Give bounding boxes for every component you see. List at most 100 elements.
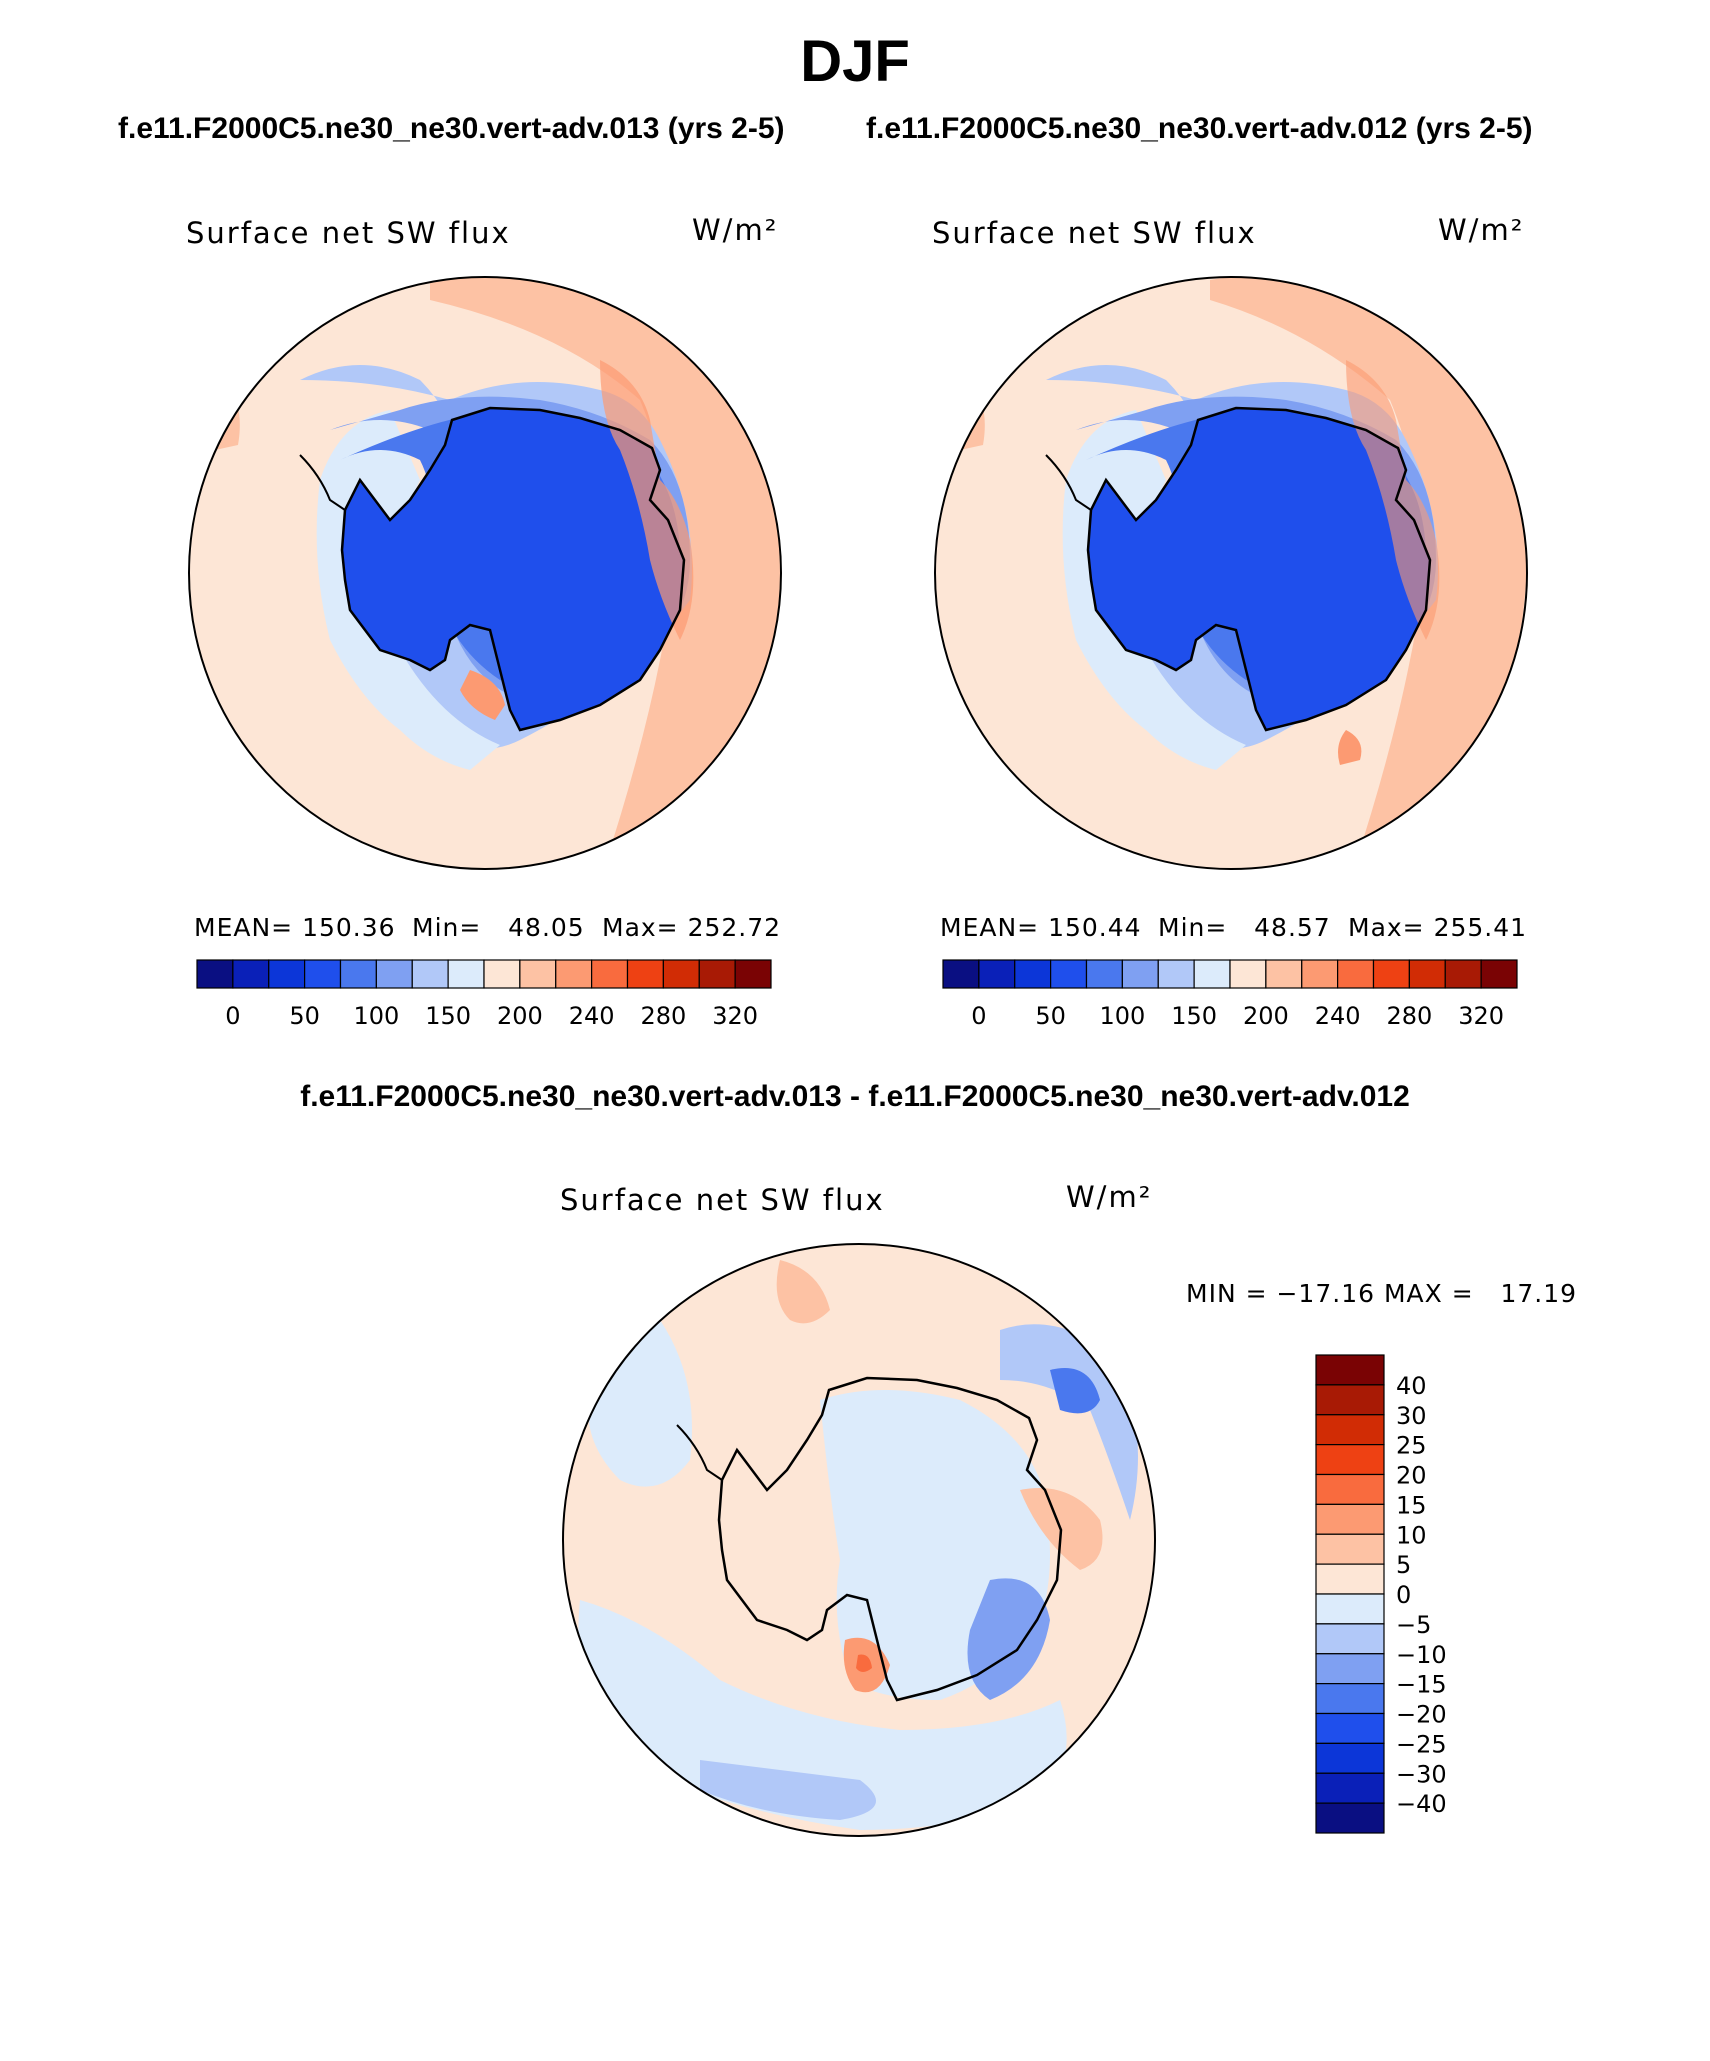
panel-right-colorbar-swatch — [1337, 959, 1375, 989]
panel-right-colorbar-tick-label: 240 — [1315, 1002, 1361, 1030]
diff-title: f.e11.F2000C5.ne30_ne30.vert-adv.013 - f… — [300, 1080, 1410, 1113]
panel-right-colorbar-tick-label: 50 — [1035, 1002, 1066, 1030]
panel-right-colorbar-tick-label: 150 — [1171, 1002, 1217, 1030]
panel-left-colorbar-swatch — [662, 959, 700, 989]
panel-right-variable: Surface net SW flux — [932, 216, 1257, 250]
panel-right-colorbar-swatch — [1444, 959, 1482, 989]
panel-right-colorbar-swatch — [1157, 959, 1195, 989]
panel-diff-map — [563, 1244, 1155, 1836]
panel-diff-colorbar-swatch — [1315, 1623, 1385, 1655]
panel-right-colorbar-tick-label: 200 — [1243, 1002, 1289, 1030]
panel-right-colorbar-swatch — [1050, 959, 1088, 989]
panel-diff-colorbar-tick-label: −5 — [1396, 1611, 1431, 1639]
panel-diff-colorbar-tick-label: 15 — [1396, 1491, 1427, 1519]
panel-right-colorbar-swatch — [1480, 959, 1518, 989]
panel-diff-colorbar-swatch — [1315, 1444, 1385, 1476]
panel-right-min: Min= 48.57 — [1158, 913, 1331, 942]
panel-diff-colorbar-swatch — [1315, 1712, 1385, 1744]
panel-left-colorbar: 0 50 100 150 200 240 280 320 — [196, 959, 772, 1030]
panel-diff-colorbar-tick-label: 20 — [1396, 1462, 1427, 1490]
panel-left-colorbar-swatch — [196, 959, 234, 989]
panel-left-colorbar-tick-label: 320 — [712, 1002, 758, 1030]
panel-diff-colorbar-tick-label: 10 — [1396, 1521, 1427, 1549]
panel-right-colorbar: 0 50 100 150 200 240 280 320 — [942, 959, 1518, 1030]
panel-diff-colorbar-swatch — [1315, 1384, 1385, 1416]
case-title-left: f.e11.F2000C5.ne30_ne30.vert-adv.013 (yr… — [118, 112, 785, 145]
panel-left-colorbar-swatch — [339, 959, 377, 989]
panel-diff-colorbar-tick-label: −40 — [1396, 1790, 1447, 1818]
case-title-right: f.e11.F2000C5.ne30_ne30.vert-adv.012 (yr… — [866, 112, 1533, 145]
panel-left-colorbar-swatch — [232, 959, 270, 989]
panel-diff-colorbar-swatch — [1315, 1473, 1385, 1505]
panel-left-colorbar-tick-label: 240 — [569, 1002, 615, 1030]
panel-left-colorbar-tick-label: 280 — [640, 1002, 686, 1030]
panel-diff-colorbar-swatch — [1315, 1354, 1385, 1386]
panel-diff-colorbar-tick-label: 40 — [1396, 1372, 1427, 1400]
panel-left-colorbar-swatch — [304, 959, 342, 989]
panel-left-colorbar-swatch — [734, 959, 772, 989]
panel-right-colorbar-swatch — [1265, 959, 1303, 989]
panel-left-colorbar-swatch — [626, 959, 664, 989]
panel-diff-colorbar-swatch — [1315, 1683, 1385, 1715]
panel-left-max: Max= 252.72 — [602, 913, 781, 942]
panel-right-colorbar-tick-label: 320 — [1458, 1002, 1504, 1030]
panel-right-colorbar-swatch — [1408, 959, 1446, 989]
panel-left-colorbar-tick-label: 50 — [289, 1002, 320, 1030]
panel-diff-units: W/m² — [1066, 1180, 1152, 1214]
panel-diff-colorbar-tick-label: −20 — [1396, 1701, 1447, 1729]
panel-left-colorbar-tick-label: 0 — [225, 1002, 240, 1030]
panel-right-colorbar-swatch — [942, 959, 980, 989]
panel-left: Surface net SW flux W/m² MEAN= 150.36 Mi… — [186, 213, 782, 1030]
panel-diff-colorbar-tick-label: 5 — [1396, 1551, 1411, 1579]
panel-diff-colorbar-swatch — [1315, 1802, 1385, 1834]
panel-right-colorbar-swatch — [1372, 959, 1410, 989]
panel-right-colorbar-swatch — [1121, 959, 1159, 989]
panel-diff-colorbar-tick-label: 25 — [1396, 1432, 1427, 1460]
panel-diff-colorbar-swatch — [1315, 1533, 1385, 1565]
panel-left-mean: MEAN= 150.36 — [194, 913, 396, 942]
panel-left-units: W/m² — [692, 213, 778, 247]
panel-left-colorbar-tick-label: 150 — [425, 1002, 471, 1030]
panel-right-mean: MEAN= 150.44 — [940, 913, 1142, 942]
panel-right-colorbar-tick-label: 0 — [971, 1002, 986, 1030]
panel-left-colorbar-tick-label: 100 — [353, 1002, 399, 1030]
panel-diff-colorbar-tick-label: −30 — [1396, 1760, 1447, 1788]
panel-left-colorbar-swatch — [483, 959, 521, 989]
panel-right-colorbar-swatch — [978, 959, 1016, 989]
panel-diff-colorbar-tick-label: −25 — [1396, 1730, 1447, 1758]
panel-right-max: Max= 255.41 — [1348, 913, 1527, 942]
page-title: DJF — [800, 29, 910, 94]
panel-diff-colorbar-swatch — [1315, 1563, 1385, 1595]
panel-right-colorbar-tick-label: 100 — [1099, 1002, 1145, 1030]
panel-diff-colorbar-tick-label: −10 — [1396, 1641, 1447, 1669]
panel-left-colorbar-swatch — [375, 959, 413, 989]
panel-diff-colorbar-swatch — [1315, 1653, 1385, 1685]
panel-right-colorbar-tick-label: 280 — [1386, 1002, 1432, 1030]
panel-right-colorbar-swatch — [1014, 959, 1052, 989]
panel-right-colorbar-swatch — [1193, 959, 1231, 989]
panel-diff-colorbar-swatch — [1315, 1772, 1385, 1804]
panel-left-colorbar-swatch — [519, 959, 557, 989]
panel-diff-colorbar-swatch — [1315, 1414, 1385, 1446]
panel-diff: Surface net SW flux W/m² MIN = −17.16 MA… — [560, 1180, 1576, 1837]
panel-left-colorbar-swatch — [411, 959, 449, 989]
panel-left-colorbar-tick-label: 200 — [497, 1002, 543, 1030]
panel-diff-colorbar-tick-label: 30 — [1396, 1402, 1427, 1430]
panel-right-colorbar-swatch — [1301, 959, 1339, 989]
panel-left-colorbar-swatch — [268, 959, 306, 989]
panel-diff-colorbar-swatch — [1315, 1742, 1385, 1774]
panel-left-min: Min= 48.05 — [412, 913, 585, 942]
panel-right-units: W/m² — [1438, 213, 1524, 247]
panel-left-colorbar-swatch — [447, 959, 485, 989]
panel-diff-variable: Surface net SW flux — [560, 1183, 885, 1217]
panel-left-variable: Surface net SW flux — [186, 216, 511, 250]
panel-diff-colorbar-swatch — [1315, 1503, 1385, 1535]
panel-left-colorbar-swatch — [555, 959, 593, 989]
panel-right-colorbar-swatch — [1085, 959, 1123, 989]
panel-left-map — [189, 277, 781, 869]
panel-left-colorbar-swatch — [698, 959, 736, 989]
panel-diff-colorbar-tick-label: −15 — [1396, 1671, 1447, 1699]
panel-right-colorbar-swatch — [1229, 959, 1267, 989]
